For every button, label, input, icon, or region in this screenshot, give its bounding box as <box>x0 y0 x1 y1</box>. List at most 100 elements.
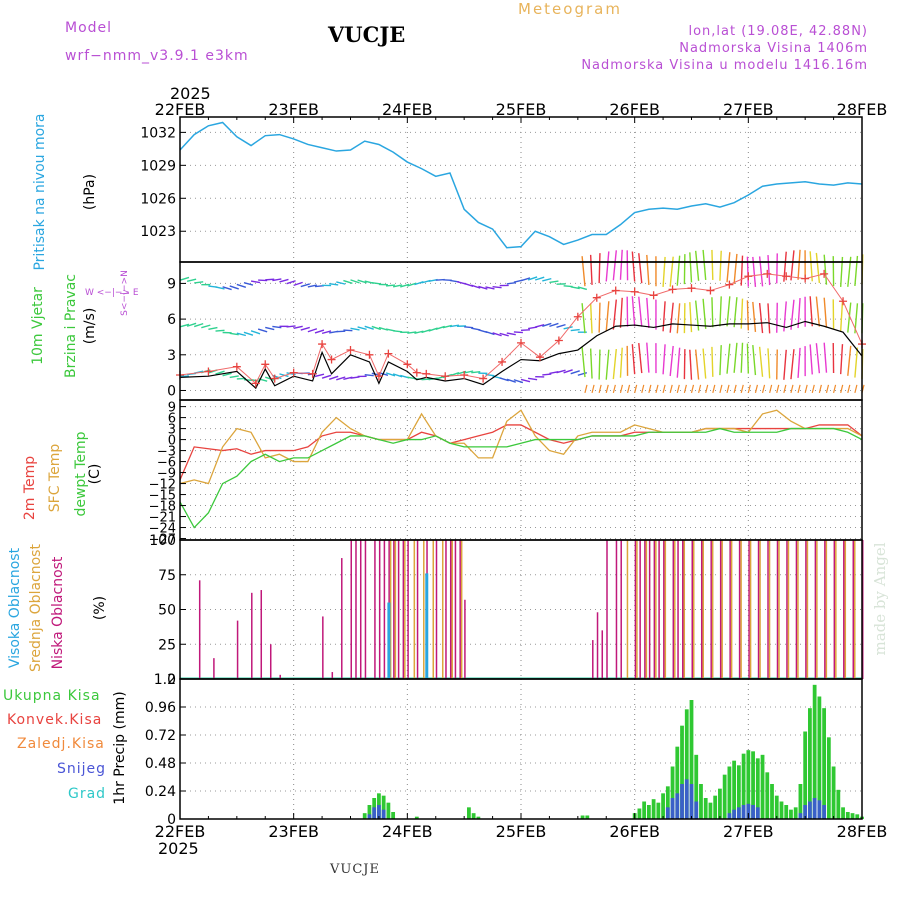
wind-arrow <box>357 326 367 331</box>
mid-cloud-bar <box>768 540 771 679</box>
wind-arrow <box>250 330 261 335</box>
wind-arrow <box>746 343 750 374</box>
wind-arrow <box>790 384 794 394</box>
precip-total-bar <box>836 789 841 819</box>
precip-total-bar <box>381 795 386 819</box>
precip-snow-bar <box>670 798 675 819</box>
wind-arrow <box>638 342 643 374</box>
low-cloud-bar <box>331 672 334 679</box>
y-tick-label: 0.72 <box>145 728 176 744</box>
wind-gust-marker <box>592 293 601 302</box>
precip-snow-bar <box>812 798 817 819</box>
wind-arrow <box>619 249 623 280</box>
y-tick-label: −21 <box>149 511 176 526</box>
wind-arrow <box>669 384 673 394</box>
low-cloud-bar <box>682 540 684 679</box>
wind-gust-marker <box>327 355 336 364</box>
wind-arrow <box>400 283 410 288</box>
wind-arrow <box>711 249 714 280</box>
wind-arrow <box>758 303 764 334</box>
wind-arrow <box>702 348 707 379</box>
wind-gust-marker <box>725 280 734 289</box>
low-cloud-bar <box>710 540 712 679</box>
wind-arrow <box>591 384 595 394</box>
precip-total-bar <box>362 813 367 819</box>
precip-total-bar <box>665 786 670 819</box>
wind-gust-marker <box>706 286 715 295</box>
y-tick-label: 9 <box>167 276 176 292</box>
mid-cloud-bar <box>655 540 657 679</box>
precip-total-bar <box>646 805 651 819</box>
low-cloud-bar <box>213 658 215 679</box>
precip-total-bar <box>414 816 419 819</box>
wind-arrow <box>676 255 681 286</box>
precip-snow-bar <box>680 784 684 819</box>
low-cloud-bar <box>355 540 357 679</box>
wind-arrow <box>612 299 617 330</box>
wind-arrow <box>804 384 808 394</box>
wind-arrow <box>186 322 197 327</box>
precip-total-bar <box>826 737 831 819</box>
y-tick-label: 100 <box>149 533 176 549</box>
mid-cloud-bar <box>835 540 837 679</box>
wind-arrow <box>193 322 204 328</box>
wind-arrow <box>201 324 211 329</box>
wind-arrow <box>752 344 757 376</box>
low-cloud-bar <box>719 540 722 679</box>
precip-total-bar <box>651 799 656 819</box>
low-cloud-bar <box>350 540 352 679</box>
wind-arrow <box>758 346 764 377</box>
low-cloud-bar <box>639 540 641 679</box>
wind-arrow <box>243 331 254 336</box>
wind-gust-marker <box>374 372 383 381</box>
low-cloud-bar <box>374 540 376 679</box>
mid-cloud-bar <box>626 540 629 679</box>
wind-arrow <box>776 349 778 380</box>
precip-snow-bar <box>736 807 741 819</box>
mid-cloud-bar <box>778 540 780 679</box>
wind-arrow <box>534 276 545 281</box>
y-tick-label: 1026 <box>140 191 176 207</box>
wind-gust-marker <box>441 372 450 381</box>
precip-total-bar <box>476 816 481 819</box>
wind-gust-marker <box>403 360 412 369</box>
wind-arrow <box>336 330 346 333</box>
precip-total-bar <box>637 808 642 819</box>
wind-arrow <box>208 326 218 330</box>
precip-snow-bar <box>755 807 760 819</box>
wind-arrow <box>272 374 282 380</box>
precip-total-bar <box>779 801 784 819</box>
precip-hail-label: Grad <box>68 786 107 802</box>
wind-gust-marker <box>668 285 677 294</box>
wind-arrow <box>797 249 801 280</box>
low-cloud-bar <box>824 540 826 679</box>
wind-arrow <box>767 348 771 379</box>
low-cloud-bar <box>672 540 675 679</box>
wind-arrow <box>726 252 731 283</box>
wind-arrow <box>328 375 339 381</box>
wind-arrow <box>797 347 801 378</box>
precip-total-bar <box>386 802 391 819</box>
low-cloud-bar <box>464 599 466 679</box>
wind-gust-line <box>179 273 863 385</box>
y-tick-label: −18 <box>149 500 176 515</box>
precip-total-bar <box>471 813 476 819</box>
wind-arrow <box>407 331 417 334</box>
wind-arrow <box>464 370 474 374</box>
wind-gust-marker <box>611 286 620 295</box>
wind-arrow <box>236 332 247 337</box>
wind-arrow <box>839 301 844 332</box>
wind-arrow <box>556 369 566 374</box>
wind-arrow <box>321 374 332 379</box>
wind-gust-marker <box>554 336 563 345</box>
wind-arrow <box>733 297 738 328</box>
wind-arrow <box>619 384 624 394</box>
wind-arrow <box>641 384 645 394</box>
wind-gust-marker <box>630 287 639 296</box>
wind-arrow <box>265 376 275 381</box>
y-tick-label: 0.24 <box>145 784 176 800</box>
precip-total-bar <box>784 805 789 819</box>
precip-total-bar <box>798 784 803 819</box>
wind-arrow <box>769 384 773 394</box>
